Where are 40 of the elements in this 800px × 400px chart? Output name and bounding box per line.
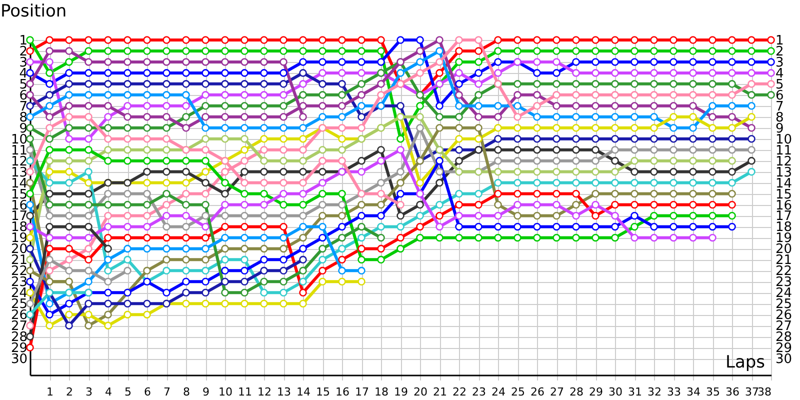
- x-tick-label: 12: [258, 386, 272, 398]
- x-tick-label: 28: [570, 386, 584, 398]
- x-tick-label: 18: [374, 386, 388, 398]
- x-tick-label: 26: [530, 386, 544, 398]
- x-tick-label: 4: [105, 386, 112, 398]
- x-tick-label: 21: [433, 386, 447, 398]
- x-tick-label: 35: [706, 386, 720, 398]
- x-tick-label: 9: [202, 386, 210, 398]
- x-tick-label: 29: [589, 386, 603, 398]
- x-tick-label: 10: [218, 386, 232, 398]
- x-tick-label: 1: [46, 386, 54, 398]
- x-tick-label: 31: [628, 386, 642, 398]
- x-tick-label: 37: [745, 386, 759, 398]
- x-tick-label: 7: [164, 386, 170, 398]
- x-tick-label: 25: [511, 386, 525, 398]
- x-tick-label: 5: [124, 386, 132, 398]
- x-tick-label: 27: [550, 386, 564, 398]
- x-tick-label: 3: [86, 386, 92, 398]
- x-tick-label: 17: [355, 386, 369, 398]
- x-tick-label: 6: [144, 386, 151, 398]
- y-axis-title: Position: [0, 2, 67, 22]
- x-tick-label: 19: [394, 386, 408, 398]
- x-tick-label: 20: [414, 386, 428, 398]
- x-tick-label: 33: [667, 386, 681, 398]
- x-tick-label: 13: [277, 386, 291, 398]
- x-tick-label: 22: [452, 386, 466, 398]
- x-axis-title: Laps: [726, 352, 766, 372]
- x-tick-label: 16: [336, 386, 350, 398]
- x-tick-label: 32: [648, 386, 662, 398]
- x-tick-label: 14: [296, 386, 310, 398]
- x-tick-label: 2: [66, 386, 73, 398]
- x-tick-label: 38: [758, 386, 772, 398]
- x-tick-label: 11: [238, 386, 252, 398]
- x-tick-label: 23: [472, 386, 486, 398]
- x-tick-label: 24: [492, 386, 506, 398]
- x-tick-label: 15: [316, 386, 330, 398]
- x-tick-label: 8: [183, 386, 190, 398]
- x-tick-label: 30: [608, 386, 622, 398]
- x-tick-label: 36: [726, 386, 740, 398]
- x-tick-label: 34: [686, 386, 700, 398]
